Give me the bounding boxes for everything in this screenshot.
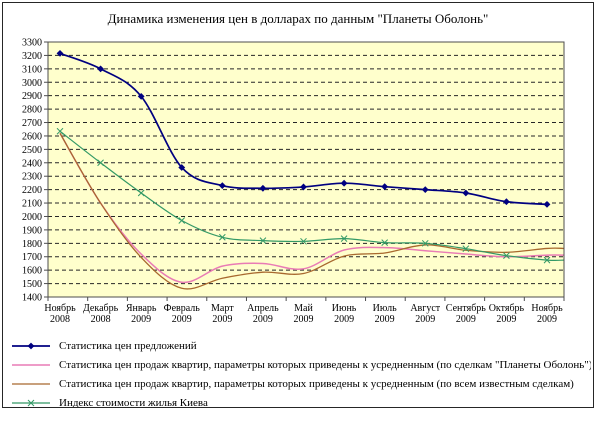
y-axis-label: 2200: [22, 185, 42, 196]
x-marker-icon: [462, 245, 470, 253]
diamond-marker-icon: [137, 92, 145, 100]
diamond-marker-icon: [97, 65, 104, 73]
legend-label: Индекс стоимости жилья Киева: [59, 396, 208, 408]
plot-border: [47, 41, 565, 298]
diamond-marker-icon: [259, 184, 267, 192]
series-line-3: [59, 130, 565, 262]
x-marker-icon: [381, 239, 389, 246]
diamond-marker-icon: [381, 183, 389, 191]
y-axis-label: 3000: [22, 78, 42, 89]
x-marker-icon: [178, 217, 186, 224]
legend-marker-icon: [12, 399, 50, 406]
y-axis-label: 2900: [22, 91, 42, 102]
diamond-marker-icon: [462, 189, 470, 197]
plot-area: [48, 42, 564, 297]
x-axis-label: Январь 2009: [126, 303, 157, 325]
x-axis-label: Июль 2009: [373, 303, 397, 325]
y-axis-label: 3300: [22, 38, 42, 49]
x-marker-icon: [300, 237, 307, 245]
x-marker-icon: [137, 189, 145, 197]
x-axis-label: Май 2009: [294, 303, 314, 325]
diamond-marker-icon: [178, 164, 186, 171]
y-axis-label: 2300: [22, 172, 42, 183]
legend-item: Статистика цен продаж квартир, параметры…: [11, 374, 591, 393]
x-marker-icon: [503, 252, 510, 260]
x-axis-label: Сентябрь 2009: [446, 303, 487, 325]
y-axis-label: 1500: [22, 279, 42, 290]
legend-marker-icon: [12, 382, 50, 385]
x-marker-icon: [259, 237, 267, 244]
diamond-marker-icon: [340, 179, 348, 187]
x-axis-label: Ноябрь 2009: [531, 303, 563, 325]
x-axis-label: Апрель 2009: [247, 303, 279, 325]
legend-marker-icon: [12, 342, 50, 349]
legend-item: Индекс стоимости жилья Киева: [11, 393, 591, 408]
x-marker-icon: [97, 159, 104, 167]
legend-marker-icon: [12, 363, 50, 366]
legend-item: Статистика цен предложений: [11, 336, 591, 355]
legend-label: Статистика цен продаж квартир, параметры…: [59, 377, 574, 390]
diamond-marker-icon: [421, 186, 429, 194]
series-line-1: [59, 132, 565, 284]
y-axis-label: 1800: [22, 239, 42, 250]
x-marker-icon: [421, 239, 429, 247]
y-axis-label: 1400: [22, 293, 42, 304]
x-marker-icon: [56, 127, 64, 135]
price-dynamics-chart-figure: Динамика изменения цен в долларах по дан…: [2, 2, 594, 408]
y-axis-label: 1900: [22, 225, 42, 236]
y-axis-label: 1700: [22, 252, 42, 263]
y-axis-label: 2500: [22, 145, 42, 156]
y-axis-label: 1600: [22, 266, 42, 277]
x-marker-icon: [340, 235, 348, 242]
legend-label: Статистика цен продаж квартир, параметры…: [59, 358, 591, 371]
x-axis-label: Декабрь 2008: [83, 303, 119, 325]
y-axis-label: 3200: [22, 51, 42, 62]
chart-title: Динамика изменения цен в долларах по дан…: [107, 11, 489, 26]
diamond-marker-icon: [300, 183, 307, 191]
y-axis-label: 2700: [22, 118, 42, 129]
x-axis-label: Октябрь 2009: [489, 303, 525, 325]
diamond-marker-icon: [218, 182, 226, 190]
y-axis-label: 2800: [22, 105, 42, 116]
diamond-marker-icon: [543, 200, 551, 208]
legend-item: Статистика цен продаж квартир, параметры…: [11, 355, 591, 374]
y-axis-label: 2100: [22, 199, 42, 210]
x-axis-label: Февраль 2009: [164, 303, 201, 325]
y-axis-label: 2600: [22, 131, 42, 142]
x-axis-label: Март 2009: [211, 303, 234, 325]
x-marker-icon: [543, 256, 551, 264]
x-marker-icon: [218, 233, 226, 241]
chart-plot: 3300 3200 3100 3000 2900 2800 2700 2600 2500 2400…: [22, 38, 565, 325]
x-axis-label: Август 2009: [410, 303, 440, 325]
y-axis-label: 2400: [22, 158, 42, 169]
x-axis-label: Июнь 2009: [332, 303, 357, 325]
diamond-marker-icon: [503, 198, 510, 206]
y-axis-label: 3100: [22, 64, 42, 75]
diamond-marker-icon: [56, 50, 64, 57]
series-line-2: [59, 132, 565, 290]
x-axis-label: Ноябрь 2008: [44, 303, 76, 325]
y-axis-label: 2000: [22, 212, 42, 223]
legend-label: Статистика цен предложений: [59, 339, 197, 352]
chart-legend: Статистика цен предложений Статистика цен…: [11, 336, 591, 408]
